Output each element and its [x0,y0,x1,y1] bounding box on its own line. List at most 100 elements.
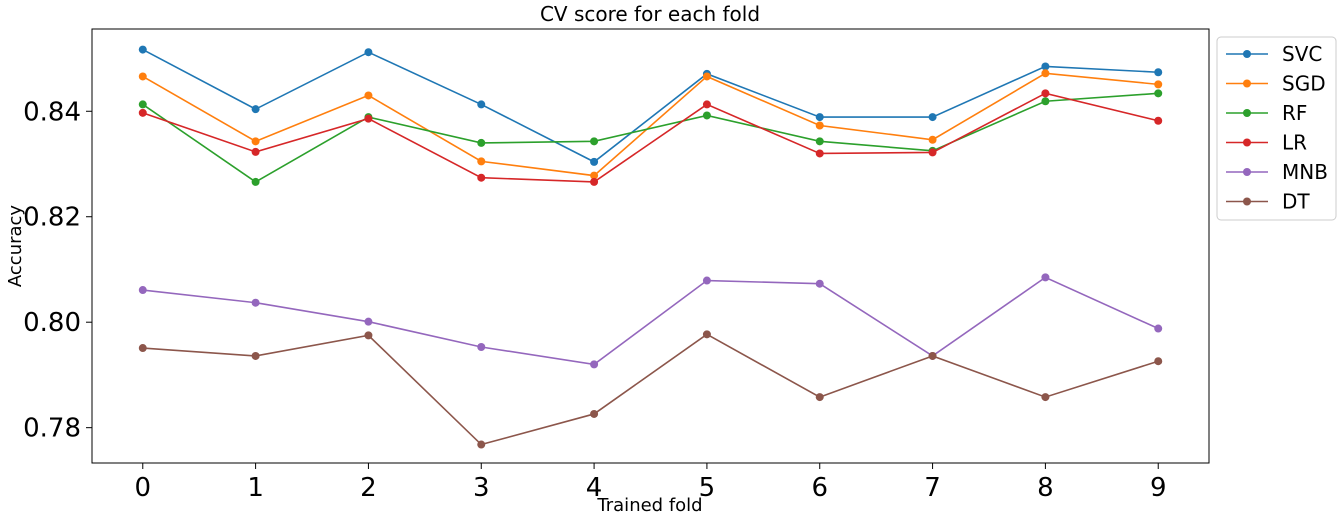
data-point [138,286,147,295]
data-point [251,147,260,156]
data-point [1154,89,1163,98]
y-tick-label: 0.80 [23,308,81,338]
data-point [815,149,824,158]
data-point [138,108,147,117]
legend-marker [1243,109,1251,117]
x-tick-label: 9 [1150,473,1167,503]
series-mnb [138,273,1163,369]
series-sgd [138,69,1163,180]
x-axis: 0 1 2 3 4 5 6 7 8 9 [134,463,1167,503]
y-axis-label: Accuracy [5,205,26,288]
data-point [590,360,599,369]
data-point [590,177,599,186]
data-point [1041,273,1050,282]
series-lr [138,89,1163,186]
legend-marker [1243,50,1251,58]
data-point [928,148,937,157]
data-point [702,276,711,285]
data-point [251,351,260,360]
series-rf [138,89,1163,186]
data-point [815,113,824,122]
data-point [590,137,599,146]
data-point [702,330,711,339]
data-point [1154,68,1163,77]
data-point [477,342,486,351]
data-point [1154,80,1163,89]
x-tick-label: 0 [134,473,151,503]
data-point [1154,116,1163,125]
data-point [1041,62,1050,71]
data-point [1041,69,1050,78]
plot-area [138,45,1163,449]
data-point [138,45,147,54]
data-point [251,177,260,186]
data-point [138,100,147,109]
series-line [142,92,1159,183]
data-point [477,138,486,147]
data-point [702,111,711,120]
data-point [364,48,373,57]
data-point [702,72,711,81]
legend-marker [1243,168,1251,176]
data-point [702,100,711,109]
legend-label: DT [1282,190,1310,214]
x-tick-label: 4 [586,473,603,503]
data-point [815,393,824,402]
data-point [138,72,147,81]
data-point [1154,357,1163,366]
data-point [590,409,599,418]
legend-label: SVC [1282,42,1322,66]
series-line [142,276,1159,366]
x-tick-label: 2 [360,473,377,503]
legend-item: DT [1226,190,1310,214]
legend-marker [1243,79,1251,88]
legend-item: MNB [1226,160,1328,184]
data-point [1154,324,1163,333]
data-point [815,137,824,146]
data-point [364,91,373,100]
series-line [142,48,1159,163]
legend-marker [1243,197,1251,206]
legend-item: SVC [1226,42,1322,66]
legend: SVC SGD RF LR MNB DT [1216,36,1337,221]
data-point [251,105,260,114]
data-point [590,171,599,180]
data-point [1041,97,1050,106]
series-line [142,92,1159,183]
y-tick-label: 0.82 [23,203,81,233]
x-tick-label: 6 [811,473,828,503]
x-tick-label: 1 [247,473,264,503]
data-point [815,279,824,288]
data-point [477,100,486,109]
data-point [138,344,147,353]
chart-title: CV score for each fold [540,2,760,26]
series-line [142,72,1159,177]
legend-label: SGD [1282,72,1326,96]
x-tick-label: 8 [1037,473,1054,503]
data-point [815,121,824,130]
x-tick-label: 3 [473,473,490,503]
plot-frame [91,28,1210,464]
data-point [251,298,260,307]
x-tick-label: 7 [924,473,941,503]
y-axis: 0.78 0.80 0.82 0.84 [23,97,92,444]
data-point [477,440,486,449]
legend-item: RF [1226,101,1307,125]
x-tick-label: 5 [699,473,716,503]
data-point [364,331,373,340]
series-line [142,333,1159,446]
y-tick-label: 0.78 [23,414,81,444]
data-point [1041,393,1050,402]
y-tick-label: 0.84 [23,97,81,127]
data-point [477,173,486,182]
data-point [364,317,373,326]
legend-marker [1243,138,1251,147]
data-point [590,157,599,166]
data-point [928,351,937,360]
legend-label: LR [1282,131,1307,155]
series-dt [138,330,1163,449]
data-point [477,157,486,166]
legend-label: RF [1282,101,1307,125]
series-svc [138,45,1163,166]
